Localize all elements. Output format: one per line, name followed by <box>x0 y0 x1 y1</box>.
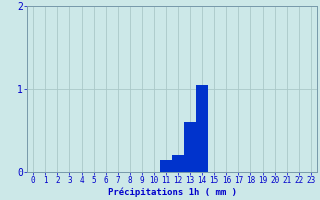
Bar <box>184 122 196 172</box>
Bar <box>172 155 184 172</box>
X-axis label: Précipitations 1h ( mm ): Précipitations 1h ( mm ) <box>108 188 236 197</box>
Bar <box>196 85 208 172</box>
Bar <box>160 160 172 172</box>
